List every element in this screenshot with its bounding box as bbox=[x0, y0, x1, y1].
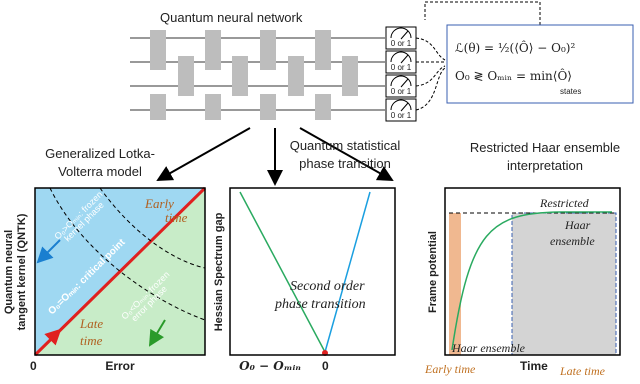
note: Early bbox=[144, 196, 174, 211]
caption: phase transition bbox=[299, 156, 391, 171]
y-label: Frame potential bbox=[427, 231, 439, 313]
meter-dial bbox=[390, 99, 412, 112]
origin: 0 bbox=[322, 359, 329, 373]
note: Haar ensemble bbox=[451, 341, 526, 355]
y-label: Quantum neural bbox=[3, 230, 15, 314]
loss-equation: ℒ(θ) = ½(⟨Ô⟩ − O₀)² bbox=[455, 39, 575, 55]
meter-dial bbox=[390, 51, 412, 64]
panel-frame bbox=[444, 187, 621, 356]
y-label: tangent kernel (QNTK) bbox=[16, 213, 28, 330]
panel-qntk bbox=[33, 186, 207, 357]
note: Early time bbox=[424, 362, 476, 376]
x-label: O₀ − Oₘᵢₙ bbox=[239, 359, 301, 373]
meter-label: 0 or 1 bbox=[391, 63, 412, 72]
y-label: Hessian Spectrum gap bbox=[213, 212, 225, 331]
meters: 0 or 1 0 or 1 0 or 1 0 or 1 bbox=[385, 26, 417, 122]
feedback-line bbox=[424, 1, 541, 25]
meter-label: 0 or 1 bbox=[391, 39, 412, 48]
circuit-title: Quantum neural network bbox=[160, 10, 303, 25]
caption: Restricted Haar ensemble bbox=[470, 140, 620, 155]
note: phase transition bbox=[274, 297, 366, 312]
loss-condition: O₀ ≷ Oₘᵢₙ = min⟨Ô⟩ bbox=[455, 67, 572, 83]
x-label: Error bbox=[105, 359, 135, 373]
caption: Generalized Lotka- bbox=[45, 146, 155, 161]
note: Restricted bbox=[539, 196, 590, 210]
readout-arrows bbox=[415, 37, 446, 111]
branch-arrows bbox=[156, 127, 394, 186]
note: Second order bbox=[290, 279, 365, 294]
note: time bbox=[165, 210, 188, 225]
caption: interpretation bbox=[507, 158, 583, 173]
loss-box bbox=[446, 24, 634, 104]
note: time bbox=[80, 333, 103, 348]
note: Late time bbox=[559, 364, 606, 378]
gates bbox=[150, 30, 358, 120]
note: Haar bbox=[564, 218, 591, 232]
note: Late bbox=[79, 316, 103, 331]
caption: Quantum statistical bbox=[290, 138, 401, 153]
x-label: Time bbox=[520, 359, 548, 373]
origin: 0 bbox=[30, 359, 37, 373]
meter-label: 0 or 1 bbox=[391, 111, 412, 120]
panel-hessian bbox=[229, 187, 396, 356]
meter-dial bbox=[390, 75, 412, 88]
caption: Volterra model bbox=[58, 164, 142, 179]
note: ensemble bbox=[550, 234, 595, 248]
meter-dial bbox=[390, 27, 412, 40]
loss-subscript: states bbox=[560, 87, 581, 96]
meter-label: 0 or 1 bbox=[391, 87, 412, 96]
